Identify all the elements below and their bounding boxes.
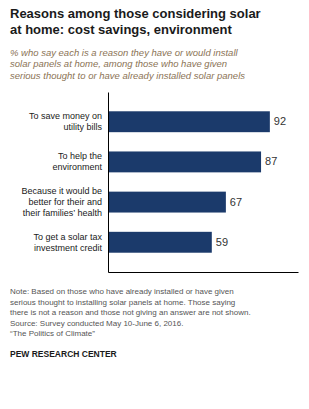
text-line: “The Politics of Climate” — [10, 329, 95, 338]
bar — [108, 151, 261, 172]
text-line: environment — [52, 162, 102, 172]
bar — [108, 111, 270, 132]
text-line: utility bills — [63, 122, 102, 132]
bar — [108, 192, 226, 213]
text-line: at home: cost savings, environment — [10, 22, 232, 37]
data-labels: 92 87 67 59 — [216, 115, 286, 248]
text-line: serious thought to or have already insta… — [10, 70, 245, 81]
text-line: To help the — [58, 151, 102, 161]
annotation: Note: Based on those who have already in… — [10, 287, 251, 338]
y-tick: Because it would bebetter for their andt… — [21, 186, 108, 218]
y-axis-line — [108, 93, 109, 273]
text-line: Because it would be — [21, 186, 102, 196]
subtitle: % who say each is a reason they have or … — [10, 47, 245, 82]
text-line: Note: Based on those who have already in… — [10, 287, 234, 296]
text-line: solar panels at home, among those who ha… — [10, 58, 227, 69]
text-line: better for their and — [28, 197, 102, 207]
annotation: PEW RESEARCH CENTER — [10, 349, 117, 359]
data-label: 67 — [230, 196, 242, 208]
text-line: investment credit — [34, 243, 103, 253]
text-line: serious thought to installing solar pane… — [10, 298, 235, 307]
bars — [108, 111, 270, 252]
text-line: PEW RESEARCH CENTER — [10, 349, 117, 359]
y-tick: To save money onutility bills — [29, 111, 108, 132]
data-label: 92 — [274, 115, 286, 127]
text-line: their families’ health — [23, 208, 102, 218]
x-axis-line — [109, 272, 299, 273]
y-tick: To get a solar taxinvestment credit — [33, 232, 108, 253]
text-line: To get a solar tax — [33, 232, 102, 242]
data-label: 87 — [265, 155, 277, 167]
chart-svg: Reasons among those considering solarat … — [0, 0, 309, 409]
title: Reasons among those considering solarat … — [10, 6, 261, 37]
y-tick-label: To help theenvironment — [52, 151, 102, 172]
y-tick-label: To save money onutility bills — [29, 111, 103, 132]
text-line: To save money on — [29, 111, 102, 121]
text-line: % who say each is a reason they have or … — [10, 47, 238, 58]
bar — [108, 232, 212, 253]
y-tick-label: Because it would bebetter for their andt… — [21, 186, 102, 218]
x-axis — [109, 272, 299, 273]
text-line: there is not a reason and those not givi… — [10, 308, 251, 317]
text-line: Reasons among those considering solar — [10, 6, 261, 21]
data-label: 59 — [216, 236, 228, 248]
y-axis: To save money onutility bills To help the… — [21, 93, 108, 273]
text-line: Source: Survey conducted May 10-June 6, … — [10, 319, 183, 328]
y-tick-label: To get a solar taxinvestment credit — [33, 232, 102, 253]
y-tick: To help theenvironment — [52, 151, 108, 172]
